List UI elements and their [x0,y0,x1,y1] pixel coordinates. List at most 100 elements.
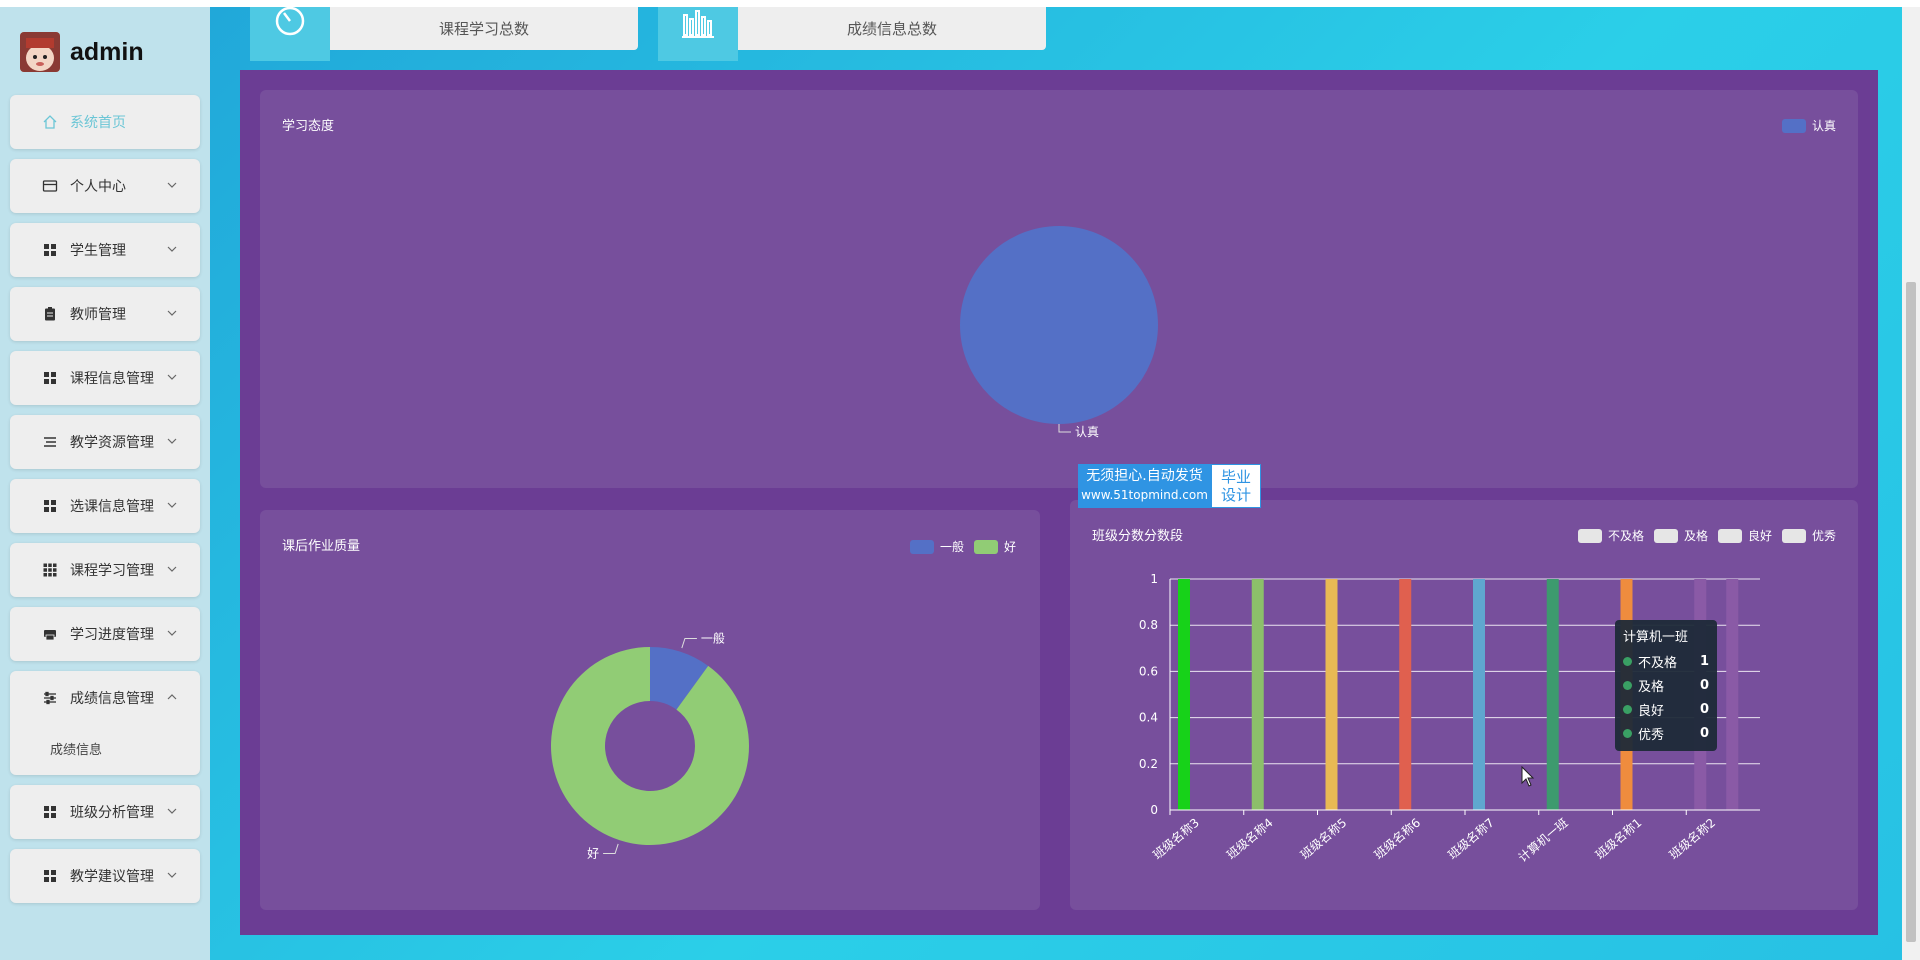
bar [1546,579,1559,810]
legend-item[interactable]: 良好 [1717,527,1772,544]
sidebar-item-label: 课程信息管理 [70,371,154,387]
chevron-down-icon[interactable] [166,371,178,383]
sidebar-item-3[interactable]: 教师管理 [10,287,200,341]
tooltip-row: 良好 0 [1623,697,1709,721]
chevron-down-icon[interactable] [166,435,178,447]
bar-chart-icon [658,7,738,61]
chart-tooltip: 计算机一班 不及格 1 及格 0 良好 0 优 [1615,620,1717,751]
sidebar-item-row[interactable]: 课程学习管理 [10,543,200,597]
sidebar-item-row[interactable]: 班级分析管理 [10,785,200,839]
stat-label: 成绩信息总数 [738,7,1046,50]
chevron-up-icon[interactable] [166,691,178,703]
sidebar-menu: 系统首页个人中心学生管理教师管理课程信息管理教学资源管理 选课信息管理 课程学习管理… [10,95,200,913]
tooltip-value: 1 [1699,653,1709,669]
home-icon [42,114,58,130]
y-tick-label: 1 [1150,572,1158,586]
donut-slice [650,647,709,710]
sidebar-subitem[interactable]: 成绩信息 [50,743,103,758]
bar [1473,579,1485,810]
watermark-right2: 设计 [1220,486,1251,504]
sidebar-item-9[interactable]: 成绩信息管理成绩信息 [10,671,200,775]
donut-label: 一般 [701,631,725,646]
tooltip-dot [1623,728,1632,738]
chevron-down-icon[interactable] [166,243,178,255]
sidebar-item-2[interactable]: 学生管理 [10,223,200,277]
tooltip-name: 良好 [1638,703,1665,719]
sidebar-item-10[interactable]: 班级分析管理 [10,785,200,839]
watermark-badge: 毕业 设计 [1211,464,1261,508]
legend-label: 一般 [939,540,964,554]
scrollbar-thumb[interactable] [1906,282,1916,942]
x-tick-label: 班级名称5 [1297,815,1349,862]
sidebar-item-11[interactable]: 教学建议管理 [10,849,200,903]
chevron-down-icon[interactable] [166,179,178,191]
legend-item[interactable]: 好 [973,538,1016,555]
sidebar-item-1[interactable]: 个人中心 [10,159,200,213]
legend-label: 不及格 [1607,529,1644,543]
bar [1399,579,1412,810]
chevron-down-icon[interactable] [166,307,178,319]
legend-item[interactable]: 优秀 [1781,527,1836,544]
sidebar-item-row[interactable]: 系统首页 [10,95,200,149]
score-panel: 班级分数分数段 不及格 及格 良好 优秀 0 0. [1070,500,1858,910]
card-icon [42,178,58,194]
bar [1726,579,1739,810]
legend-item[interactable]: 不及格 [1577,527,1644,544]
sidebar-item-0[interactable]: 系统首页 [10,95,200,149]
tooltip-name: 优秀 [1638,727,1665,743]
tooltip-name: 不及格 [1638,655,1678,671]
avatar[interactable] [20,32,60,72]
sidebar-item-7[interactable]: 课程学习管理 [10,543,200,597]
tooltip-name: 及格 [1638,679,1665,695]
sidebar-item-label: 学生管理 [70,243,126,259]
sidebar-item-row[interactable]: 个人中心 [10,159,200,213]
legend-item[interactable]: 认真 [1781,117,1836,134]
scrollbar[interactable] [1902,7,1920,960]
x-tick-label: 班级名称7 [1445,815,1497,862]
sidebar-item-row[interactable]: 学生管理 [10,223,200,277]
chevron-down-icon[interactable] [166,805,178,817]
tooltip-row: 优秀 0 [1623,721,1709,745]
x-tick-label: 计算机一班 [1515,815,1571,865]
legend-swatch [1781,118,1806,133]
legend-label: 良好 [1747,529,1772,543]
tooltip-row: 及格 0 [1623,673,1709,697]
legend-item[interactable]: 一般 [909,538,964,555]
clipboard-icon [42,306,58,322]
chevron-down-icon[interactable] [166,563,178,575]
chart-legend: 认真 [1772,117,1836,134]
homework-donut: 一般好 [551,631,749,860]
grid-icon [42,804,58,820]
sidebar-item-row[interactable]: 学习进度管理 [10,607,200,661]
sidebar-item-label: 班级分析管理 [70,805,154,821]
sidebar-item-label: 系统首页 [70,115,126,131]
legend-swatch [1653,528,1678,543]
sidebar-item-row[interactable]: 课程信息管理 [10,351,200,405]
sidebar-item-4[interactable]: 课程信息管理 [10,351,200,405]
sidebar-item-row[interactable]: 教学资源管理 [10,415,200,469]
score-bar-chart: 0 0.2 0.4 0.6 0.8 1 班级名称3 班级名称4 班级名称5 班级名称6 班级名称7 计… [1139,572,1760,865]
chart-legend: 不及格 及格 良好 优秀 [1568,527,1836,544]
sidebar-item-row[interactable]: 选课信息管理 [10,479,200,533]
chevron-down-icon[interactable] [166,499,178,511]
grid-icon [42,498,58,514]
legend-item[interactable]: 及格 [1653,527,1708,544]
tooltip-value: 0 [1699,725,1709,741]
chevron-down-icon[interactable] [166,627,178,639]
sidebar-item-row[interactable]: 教学建议管理 [10,849,200,903]
bar [1251,579,1264,810]
sidebar-item-6[interactable]: 选课信息管理 [10,479,200,533]
chart-legend: 一般 好 [900,538,1016,555]
printer-icon [42,626,58,642]
sidebar-item-8[interactable]: 学习进度管理 [10,607,200,661]
tooltip-dot [1623,680,1632,690]
chevron-down-icon[interactable] [166,869,178,881]
sidebar-item-5[interactable]: 教学资源管理 [10,415,200,469]
sidebar-item-row[interactable]: 教师管理 [10,287,200,341]
legend-swatch [909,539,934,554]
stat-label: 课程学习总数 [330,7,638,50]
sidebar-item-label: 教学建议管理 [70,869,154,885]
watermark-line2: www.51topmind.com [1081,488,1208,502]
donut-label: 好 [587,846,599,860]
sidebar-item-row[interactable]: 成绩信息管理 [10,671,200,725]
